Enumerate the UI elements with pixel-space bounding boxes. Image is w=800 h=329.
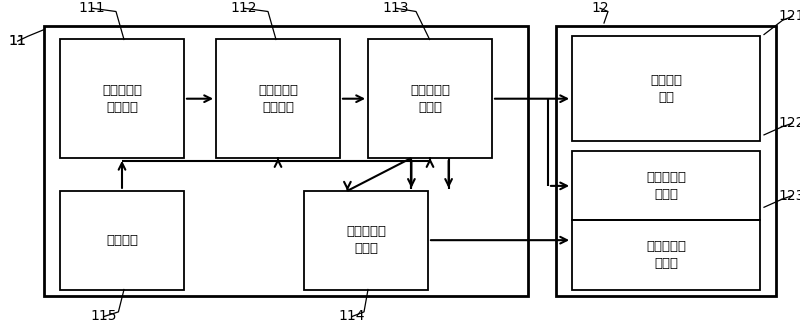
- Text: 121: 121: [778, 10, 800, 23]
- Bar: [368, 39, 492, 158]
- Bar: [60, 191, 184, 290]
- Text: 11: 11: [9, 34, 26, 48]
- Bar: [572, 36, 760, 141]
- Text: 单稳态脉冲
产生电路: 单稳态脉冲 产生电路: [102, 84, 142, 114]
- Bar: [216, 39, 340, 158]
- Text: 122: 122: [779, 116, 800, 130]
- Text: 112: 112: [230, 1, 258, 15]
- Text: 雷达激励
电路: 雷达激励 电路: [650, 74, 682, 104]
- Text: 回波脉冲选
通电路: 回波脉冲选 通电路: [346, 225, 386, 255]
- Text: 激励脉冲输
出电路: 激励脉冲输 出电路: [410, 84, 450, 114]
- Text: 115: 115: [90, 310, 118, 323]
- Bar: [60, 39, 184, 158]
- Text: 123: 123: [779, 189, 800, 203]
- Text: 电源电路: 电源电路: [106, 234, 138, 247]
- Text: 113: 113: [382, 1, 410, 15]
- Bar: [572, 220, 760, 290]
- Bar: [572, 151, 760, 220]
- Text: 12: 12: [591, 1, 609, 15]
- Text: 信号处理电
路模块: 信号处理电 路模块: [646, 240, 686, 270]
- Bar: [556, 26, 776, 296]
- Text: 单稳态脉冲
延时电路: 单稳态脉冲 延时电路: [258, 84, 298, 114]
- Text: 114: 114: [338, 310, 366, 323]
- Bar: [304, 191, 428, 290]
- Bar: [44, 26, 528, 296]
- Text: 雷达混频输
出模块: 雷达混频输 出模块: [646, 171, 686, 201]
- Text: 111: 111: [78, 1, 106, 15]
- Text: 11: 11: [9, 34, 26, 48]
